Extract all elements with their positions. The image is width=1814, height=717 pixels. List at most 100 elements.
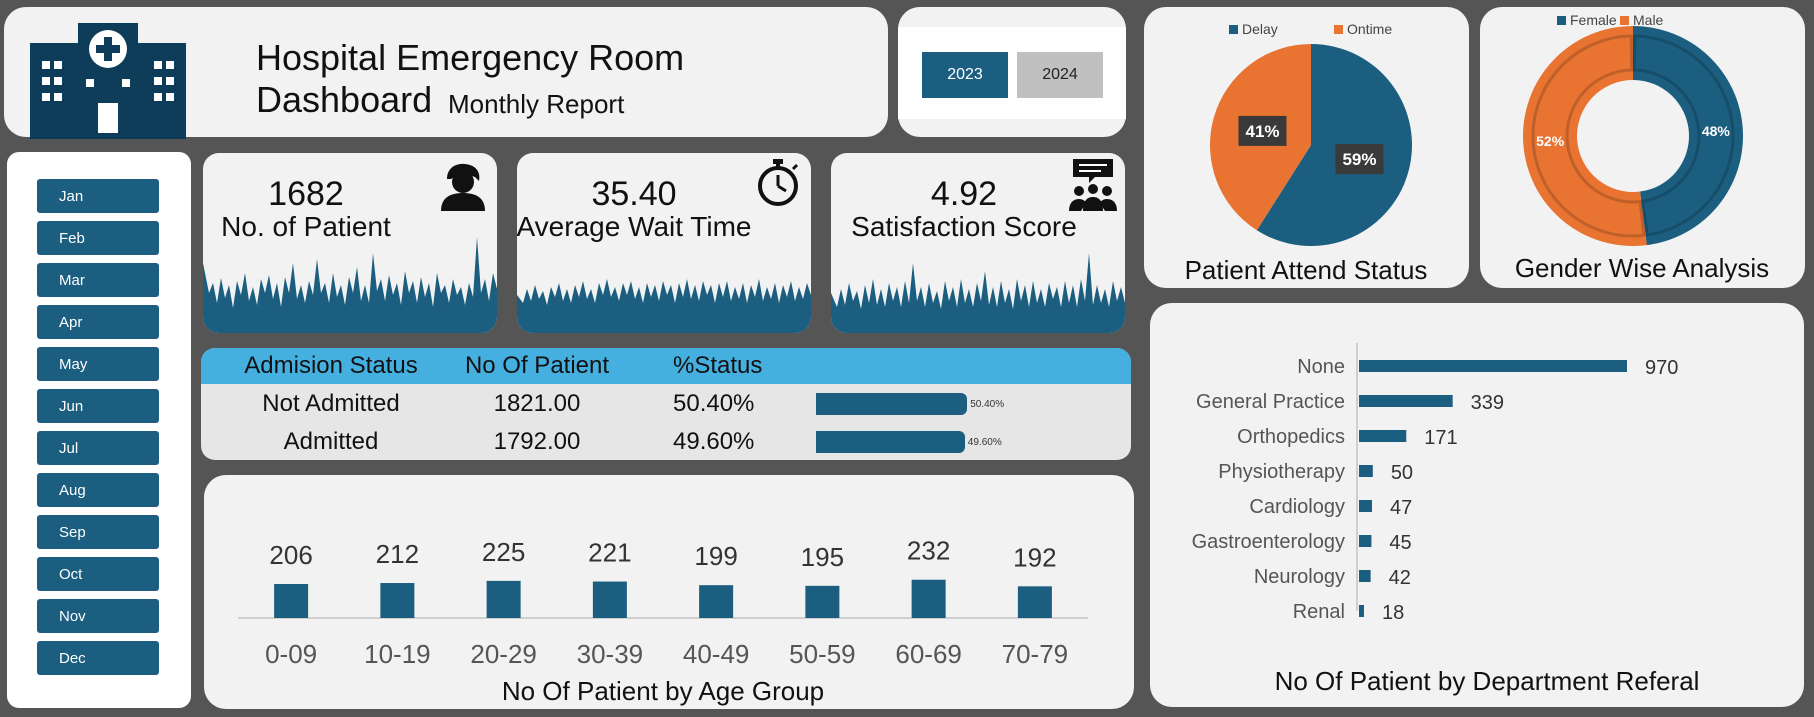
age-bar: [699, 585, 734, 618]
dept-chart-title: No Of Patient by Department Referal: [1275, 666, 1700, 696]
month-slicer: Jan Feb Mar Apr May Jun Jul Aug Sep Oct …: [7, 152, 191, 708]
pie-label-box: [1238, 115, 1287, 146]
month-button-jun[interactable]: Jun: [37, 389, 159, 423]
age-bar-value-label: 225: [482, 537, 525, 567]
row-not-admitted-count: 1821.00: [493, 390, 581, 417]
row-admitted-bar: [816, 431, 965, 453]
patients-sparkline: [203, 237, 497, 333]
dept-bar-value-label: 970: [1645, 357, 1678, 379]
age-category-label: 20-29: [470, 639, 537, 669]
kpi-value: 1682: [268, 175, 344, 213]
month-button-nov[interactable]: Nov: [37, 599, 159, 633]
dept-bar: [1359, 500, 1372, 512]
legend-swatch: [1229, 25, 1238, 34]
pie-slice-label: 59%: [1342, 150, 1376, 169]
kpi-label: Satisfaction Score: [851, 211, 1077, 242]
age-category-label: 0-09: [265, 639, 317, 669]
wait-time-sparkline: [517, 279, 811, 333]
month-button-oct[interactable]: Oct: [37, 557, 159, 591]
legend-swatch: [1557, 16, 1566, 25]
donut-slice-label: 48%: [1702, 123, 1731, 139]
age-bar-value-label: 192: [1013, 542, 1056, 572]
age-bar-value-label: 206: [269, 540, 312, 570]
header-panel: Hospital Emergency Room Dashboard Monthl…: [4, 7, 888, 139]
dept-bar-value-label: 47: [1390, 497, 1412, 519]
age-category-label: 70-79: [1002, 639, 1069, 669]
dept-bar-value-label: 42: [1389, 567, 1411, 589]
age-bar: [1017, 586, 1052, 618]
age-category-label: 60-69: [895, 639, 962, 669]
month-button-apr[interactable]: Apr: [37, 305, 159, 339]
age-bar: [486, 580, 521, 618]
column-header-count: No Of Patient: [464, 352, 610, 379]
dept-category-label: Physiotherapy: [1218, 461, 1345, 483]
dept-category-label: General Practice: [1196, 391, 1345, 413]
kpi-value: 35.40: [591, 175, 677, 213]
row-admitted-status: Admitted: [283, 428, 379, 455]
year-button-2023[interactable]: 2023: [922, 52, 1008, 98]
dept-bar: [1359, 570, 1371, 582]
legend-label: Delay: [1242, 21, 1278, 37]
row-admitted-pct: 49.60%: [673, 428, 755, 455]
legend-swatch: [1620, 16, 1629, 25]
age-bar: [805, 585, 840, 618]
month-button-jan[interactable]: Jan: [37, 179, 159, 213]
age-bar-value-label: 232: [907, 536, 950, 566]
row-admitted-count: 1792.00: [493, 428, 581, 455]
year-button-2024[interactable]: 2024: [1017, 52, 1103, 98]
pie-slice: [1256, 44, 1412, 246]
kpi-label: No. of Patient: [221, 211, 391, 242]
kpi-card-satisfaction: 4.92 Satisfaction Score: [831, 153, 1125, 333]
gender-chart: Female Male 48% 52% Gender Wise Analysis: [1515, 12, 1769, 283]
column-header-status: Admision Status: [244, 352, 418, 379]
month-button-feb[interactable]: Feb: [37, 221, 159, 255]
row-not-admitted-pct: 50.40%: [673, 390, 755, 417]
column-header-status-pct: %Status: [673, 352, 763, 379]
age-category-label: 50-59: [789, 639, 856, 669]
dept-bar-value-label: 18: [1382, 602, 1404, 624]
dept-category-label: Renal: [1293, 601, 1345, 623]
age-category-label: 30-39: [577, 639, 644, 669]
attend-chart-title: Patient Attend Status: [1185, 255, 1428, 285]
dept-category-label: Cardiology: [1249, 496, 1345, 518]
dept-category-label: Orthopedics: [1237, 426, 1345, 448]
admission-table-header: [201, 348, 1131, 384]
legend-label: Female: [1570, 12, 1617, 28]
stopwatch-icon: [758, 159, 799, 206]
dept-category-label: Neurology: [1254, 566, 1345, 588]
pie-label-box: [1335, 144, 1384, 175]
dept-bar: [1359, 360, 1627, 372]
age-bar: [274, 584, 309, 618]
month-button-dec[interactable]: Dec: [37, 641, 159, 675]
age-group-chart: 206 0-09 212 10-19 225 20-29 221 30-39 199 40-49 1…: [238, 536, 1088, 706]
donut-slice-inner-border: [1632, 34, 1735, 237]
age-bar-value-label: 221: [588, 538, 631, 568]
dept-bar: [1359, 465, 1373, 477]
legend-swatch: [1334, 25, 1343, 34]
month-button-mar[interactable]: Mar: [37, 263, 159, 297]
month-button-jul[interactable]: Jul: [37, 431, 159, 465]
patient-icon: [441, 163, 485, 211]
attend-status-chart-panel: Delay Ontime 59% 41% Patient Attend Status: [1144, 7, 1469, 288]
dept-bar-value-label: 45: [1389, 532, 1411, 554]
kpi-value: 4.92: [930, 175, 998, 213]
dashboard-subtitle: Monthly Report: [448, 89, 625, 119]
row-not-admitted-bar-label: 50.40%: [970, 399, 1005, 410]
donut-slice: [1523, 26, 1647, 246]
row-admitted-bar-label: 49.60%: [967, 437, 1002, 448]
age-category-label: 10-19: [364, 639, 431, 669]
dept-bar-value-label: 339: [1471, 392, 1504, 414]
age-bar: [380, 583, 415, 618]
month-button-may[interactable]: May: [37, 347, 159, 381]
legend-label: Male: [1633, 12, 1664, 28]
age-chart-title: No Of Patient by Age Group: [502, 676, 824, 706]
attend-status-chart: Delay Ontime 59% 41% Patient Attend Status: [1185, 21, 1428, 285]
dept-bar: [1359, 605, 1364, 617]
month-button-aug[interactable]: Aug: [37, 473, 159, 507]
dept-category-label: Gastroenterology: [1192, 531, 1345, 553]
pie-slice-label: 41%: [1245, 122, 1279, 141]
age-bar-value-label: 199: [694, 541, 737, 571]
month-button-sep[interactable]: Sep: [37, 515, 159, 549]
age-group-chart-panel: 206 0-09 212 10-19 225 20-29 221 30-39 199 40-49 1…: [204, 475, 1134, 709]
hospital-icon: [30, 23, 186, 139]
